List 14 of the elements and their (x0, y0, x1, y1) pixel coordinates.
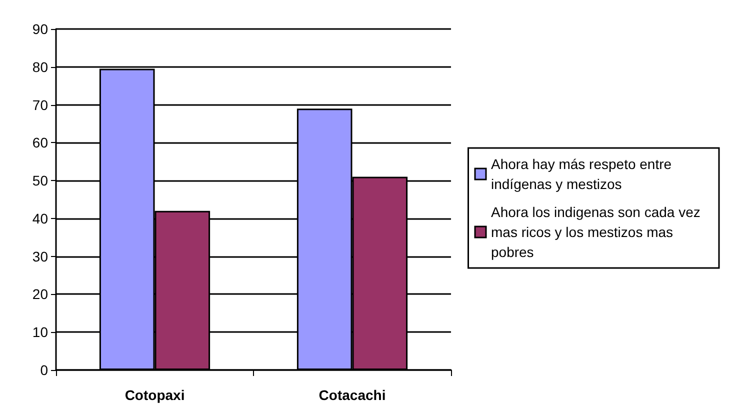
y-tick-label: 50 (32, 172, 48, 189)
y-tick-label: 80 (32, 58, 48, 75)
y-tick-label: 20 (32, 286, 48, 302)
y-tick-label: 0 (40, 362, 48, 378)
y-tick-label: 30 (32, 248, 48, 264)
y-tick-label: 90 (32, 21, 48, 37)
legend-label: Ahora hay más respeto entre indígenas y mestizos (491, 156, 676, 192)
y-tick-label: 60 (32, 134, 48, 151)
x-tick-label: Cotacachi (318, 387, 386, 403)
y-tick-label: 70 (32, 96, 48, 113)
legend-label: Ahora los indigenas son cada vez mas ricos y los mestizos mas pobres (491, 204, 704, 260)
x-tick-label: Cotopaxi (124, 387, 185, 403)
y-tick-label: 10 (32, 324, 48, 340)
y-tick-label: 40 (32, 210, 48, 226)
